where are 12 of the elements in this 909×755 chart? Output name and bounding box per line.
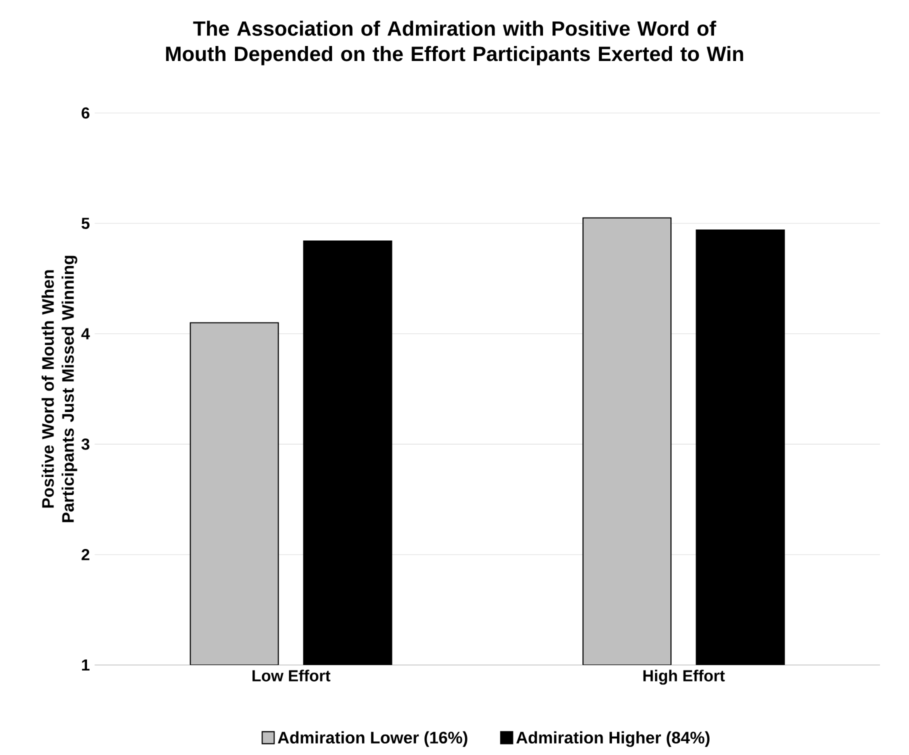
x-tick-label: High Effort bbox=[643, 670, 725, 685]
y-tick-label: 1 bbox=[82, 659, 90, 670]
y-tick-label: 5 bbox=[82, 218, 90, 229]
legend-label: Admiration Higher (84%) bbox=[516, 731, 710, 747]
legend-label: Admiration Lower (16%) bbox=[278, 731, 468, 747]
y-tick-label: 3 bbox=[81, 438, 90, 450]
y-tick-label: 4 bbox=[81, 328, 90, 340]
y-axis-title: Positive Word of Mouth When Participants Just Missed Winning bbox=[42, 256, 78, 522]
chart-title: The Association of Admiration with Positive Word of Mouth Depended on the Effort Participants Exerted to Win bbox=[166, 20, 744, 66]
y-tick-label: 6 bbox=[82, 107, 90, 119]
y-tick-label: 2 bbox=[82, 549, 90, 560]
x-tick-label: Low Effort bbox=[252, 670, 330, 682]
